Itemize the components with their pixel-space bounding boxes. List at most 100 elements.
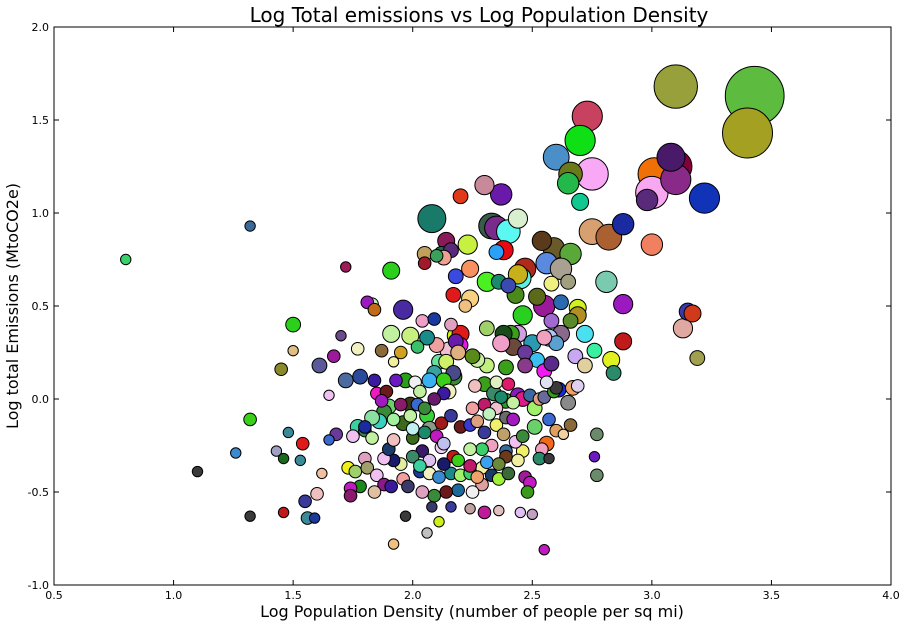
data-point xyxy=(437,436,451,451)
ticks-layer: 0.5 1.0 1.5 2.0 2.5 3.0 3.5 4.0 -1.0 -0.5 0.0 0.5 1.… xyxy=(28,21,900,602)
data-point xyxy=(542,412,556,427)
data-point xyxy=(389,373,403,388)
y-tick-label: -0.5 xyxy=(28,486,49,499)
data-point xyxy=(311,357,328,374)
data-point xyxy=(465,485,480,499)
data-point xyxy=(575,324,594,343)
data-point xyxy=(417,401,432,416)
data-point xyxy=(640,233,664,256)
data-point xyxy=(437,457,451,471)
data-point xyxy=(429,248,444,263)
data-point xyxy=(447,268,464,285)
data-point xyxy=(507,208,529,229)
data-point xyxy=(543,312,560,329)
data-point xyxy=(282,426,295,439)
data-point xyxy=(230,447,242,459)
y-axis-label: Log total Emissions (MtoCO2e) xyxy=(3,183,22,429)
data-point xyxy=(384,479,398,494)
data-point xyxy=(611,212,635,236)
data-point xyxy=(458,299,473,313)
data-point xyxy=(463,442,477,457)
data-point xyxy=(475,442,489,457)
data-point xyxy=(451,453,465,468)
data-point xyxy=(452,188,469,205)
data-point xyxy=(489,183,513,206)
data-point xyxy=(461,259,480,278)
data-point xyxy=(501,377,516,391)
y-tick-label: 2.0 xyxy=(32,21,50,34)
x-tick-label: 2.0 xyxy=(404,589,422,602)
data-point xyxy=(337,372,354,389)
data-point xyxy=(528,287,547,306)
data-point xyxy=(382,261,401,280)
data-point xyxy=(557,428,570,441)
data-point xyxy=(308,512,321,524)
y-tick-label: 0.0 xyxy=(32,393,50,406)
data-point xyxy=(350,341,365,356)
data-point xyxy=(419,329,435,346)
data-point xyxy=(348,464,363,479)
data-point xyxy=(386,433,401,447)
data-point xyxy=(427,312,442,326)
data-point xyxy=(498,359,514,376)
data-point xyxy=(295,436,310,451)
data-point xyxy=(120,253,132,266)
data-point xyxy=(413,459,427,473)
data-point xyxy=(506,395,520,410)
data-point xyxy=(586,342,603,359)
data-point xyxy=(526,419,543,435)
data-point xyxy=(542,143,570,171)
data-point xyxy=(287,344,299,357)
data-point xyxy=(427,392,442,406)
data-point xyxy=(316,467,328,480)
data-point xyxy=(563,418,578,432)
data-point xyxy=(382,324,401,343)
data-point xyxy=(387,538,400,550)
data-point xyxy=(438,353,455,370)
data-point xyxy=(683,304,702,323)
data-point xyxy=(393,345,408,360)
data-point xyxy=(274,362,288,377)
data-point xyxy=(432,470,446,484)
x-tick-label: 1.0 xyxy=(165,589,183,602)
data-point xyxy=(387,356,400,368)
data-point xyxy=(285,316,302,333)
data-point xyxy=(494,390,508,404)
data-point xyxy=(470,414,485,429)
data-point xyxy=(564,124,596,157)
data-point xyxy=(588,450,601,463)
data-point xyxy=(576,357,593,374)
data-point xyxy=(562,312,579,329)
data-point xyxy=(464,503,476,515)
data-point xyxy=(323,389,335,401)
data-point xyxy=(688,182,721,214)
data-point xyxy=(370,468,384,483)
data-point xyxy=(656,142,686,172)
data-point xyxy=(444,317,458,332)
data-point xyxy=(343,488,358,503)
data-point xyxy=(511,453,525,468)
data-point xyxy=(326,349,341,364)
data-point xyxy=(445,501,457,513)
data-point xyxy=(492,457,506,471)
data-point xyxy=(270,445,283,457)
data-point xyxy=(365,431,379,445)
y-tick-label: 1.0 xyxy=(32,207,50,220)
data-point xyxy=(480,455,494,470)
data-point xyxy=(635,188,659,212)
data-point xyxy=(335,330,347,342)
data-point xyxy=(243,412,257,427)
data-point xyxy=(515,429,530,444)
data-point xyxy=(367,302,382,317)
data-point xyxy=(590,427,604,442)
data-point xyxy=(605,365,622,381)
data-point xyxy=(489,375,504,390)
y-tick-label: 1.5 xyxy=(32,114,50,127)
x-tick-label: 1.5 xyxy=(284,589,302,602)
data-point xyxy=(512,305,533,326)
data-point xyxy=(595,270,618,294)
data-point xyxy=(482,407,497,421)
data-point xyxy=(468,379,482,393)
data-point xyxy=(493,504,505,517)
